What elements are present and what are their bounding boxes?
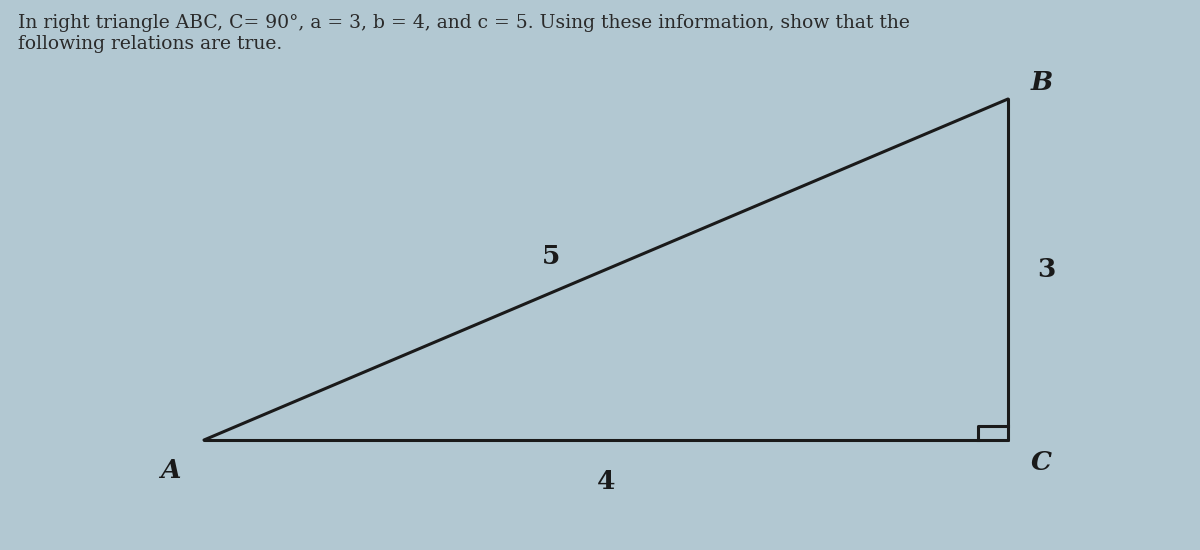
Text: B: B	[1031, 70, 1052, 95]
Text: 5: 5	[542, 244, 560, 270]
Text: In right triangle ABC, C= 90°, a = 3, b = 4, and c = 5. Using these information,: In right triangle ABC, C= 90°, a = 3, b …	[18, 14, 910, 53]
Text: 4: 4	[596, 469, 616, 494]
Text: 3: 3	[1037, 257, 1056, 282]
Text: A: A	[160, 458, 181, 483]
Text: C: C	[1031, 449, 1052, 475]
